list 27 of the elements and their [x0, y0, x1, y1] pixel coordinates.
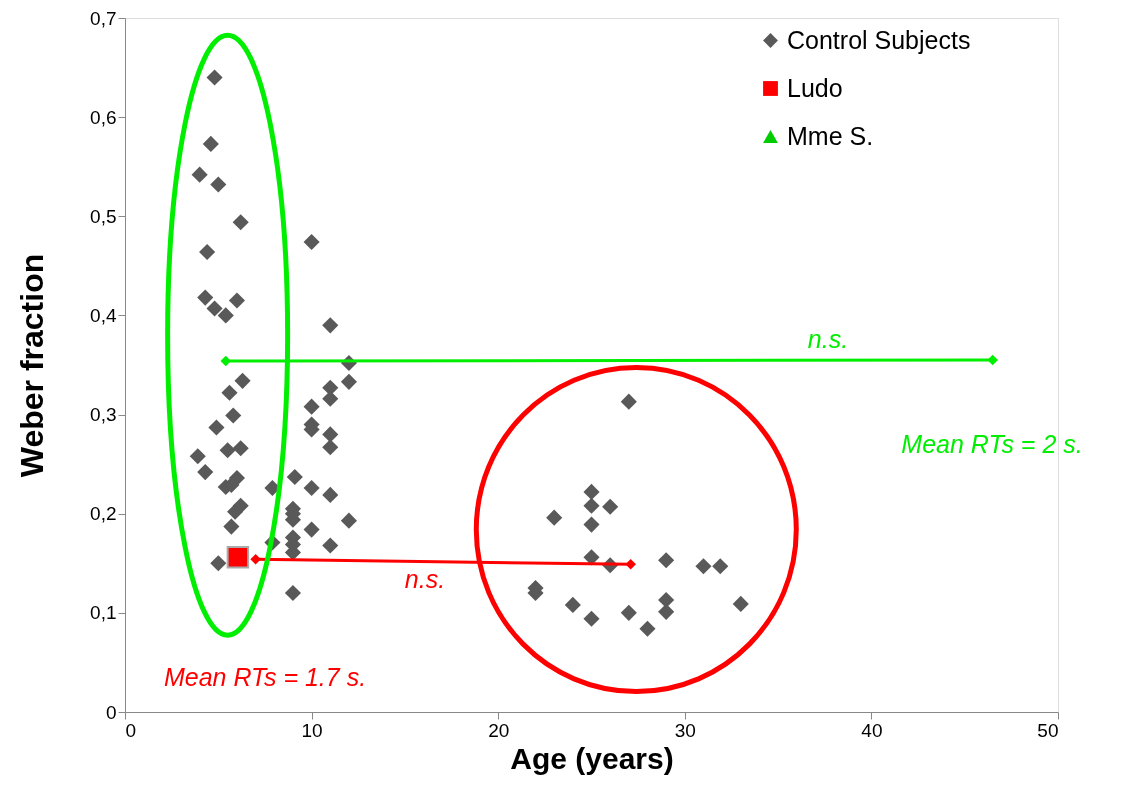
- y-tick-label: 0,6: [90, 106, 117, 128]
- legend-label: Ludo: [787, 73, 843, 102]
- x-tick-label: 20: [488, 719, 510, 741]
- x-tick-label: 50: [1037, 719, 1059, 741]
- legend-label: Control Subjects: [787, 25, 971, 54]
- x-tick-label: 10: [301, 719, 323, 741]
- y-tick-label: 0,3: [90, 404, 117, 426]
- annotation: n.s.: [807, 325, 849, 353]
- y-tick-label: 0,7: [90, 7, 117, 29]
- annotation: Mean RTs = 2 s.: [901, 430, 1083, 458]
- annotation: Mean RTs = 1.7 s.: [163, 663, 367, 691]
- point: [226, 546, 250, 569]
- y-axis-title: Weber fraction: [14, 253, 51, 478]
- point: [987, 354, 998, 366]
- annotation: n.s.: [404, 565, 446, 593]
- y-tick-label: 0: [105, 701, 117, 723]
- y-tick-label: 0,4: [90, 304, 117, 326]
- legend-label: Mme S.: [787, 121, 874, 150]
- y-tick-label: 0,5: [90, 205, 117, 227]
- point: [250, 554, 261, 565]
- x-tick-label: 40: [861, 719, 883, 741]
- x-axis-title: Age (years): [510, 741, 674, 775]
- point: [625, 559, 636, 570]
- y-tick-label: 0,2: [90, 503, 117, 525]
- x-tick-label: 0: [125, 719, 137, 741]
- x-tick-label: 30: [674, 719, 696, 741]
- y-tick-label: 0,1: [90, 602, 117, 624]
